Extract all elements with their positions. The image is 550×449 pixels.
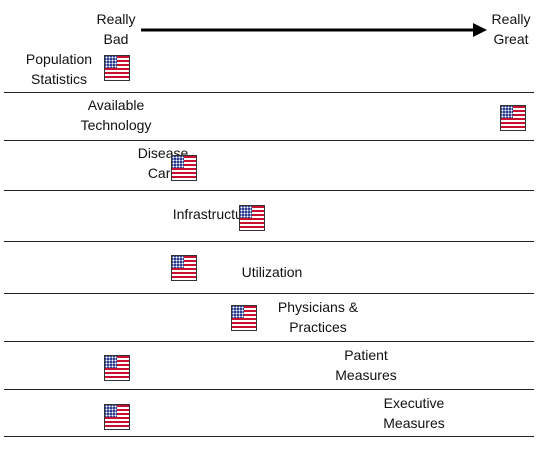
scale-high-label: Really Great: [486, 9, 536, 49]
row-label: Population Statistics: [0, 49, 129, 89]
row-label-line: Care: [147, 165, 179, 181]
row-label-line: Measures: [383, 415, 445, 431]
row-label-line: Technology: [80, 117, 152, 133]
scale-low-line-1: Really: [96, 11, 136, 27]
us-flag-icon: [104, 355, 130, 381]
us-flag-icon: [171, 255, 198, 281]
row-label-line: Infrastructure: [172, 206, 256, 222]
row-divider: [4, 341, 534, 342]
row-label: Executive Measures: [344, 393, 484, 433]
row-label: Patient Measures: [296, 345, 436, 385]
row-divider: [4, 241, 534, 242]
row-label-line: Patient: [344, 347, 388, 363]
row-label-line: Executive: [383, 395, 445, 411]
row-label-line: Measures: [335, 367, 397, 383]
row-divider: [4, 92, 534, 93]
row-label: Available Technology: [46, 95, 186, 135]
row-label-line: Available: [87, 97, 145, 113]
row-label-line: Population: [25, 51, 93, 67]
flag-canton: [172, 156, 185, 168]
right-arrow-icon: [141, 23, 487, 37]
row-label-line: Utilization: [241, 264, 303, 280]
row-label: Utilization: [202, 262, 342, 282]
row-divider: [4, 436, 534, 437]
row-label-line: Disease: [137, 145, 189, 161]
flag-canton: [105, 56, 117, 68]
flag-canton: [501, 106, 513, 118]
us-flag-icon: [238, 205, 265, 231]
scale-low-label: Really Bad: [93, 9, 139, 49]
row-divider: [4, 293, 534, 294]
us-flag-icon: [171, 155, 198, 181]
flag-canton: [105, 356, 117, 368]
scale-high-line-2: Great: [493, 31, 529, 47]
us-flag-icon: [104, 404, 130, 430]
row-label-line: Statistics: [30, 71, 87, 87]
us-flag-icon: [500, 105, 526, 131]
flag-canton: [231, 306, 244, 318]
row-divider: [4, 389, 534, 390]
us-flag-icon: [104, 55, 130, 81]
flag-canton: [239, 206, 252, 218]
row-label-line: Practices: [289, 319, 347, 335]
row-label: Infrastructure: [144, 204, 284, 224]
row-label: Physicians & Practices: [248, 297, 388, 337]
row-divider: [4, 190, 534, 191]
row-label: Disease Care: [93, 143, 233, 183]
row-divider: [4, 140, 534, 141]
scale-low-line-2: Bad: [103, 31, 129, 47]
flag-canton: [172, 256, 185, 268]
row-label-line: Physicians &: [277, 299, 359, 315]
flag-canton: [105, 405, 117, 417]
scale-high-line-1: Really: [491, 11, 531, 27]
us-flag-icon: [230, 305, 257, 331]
